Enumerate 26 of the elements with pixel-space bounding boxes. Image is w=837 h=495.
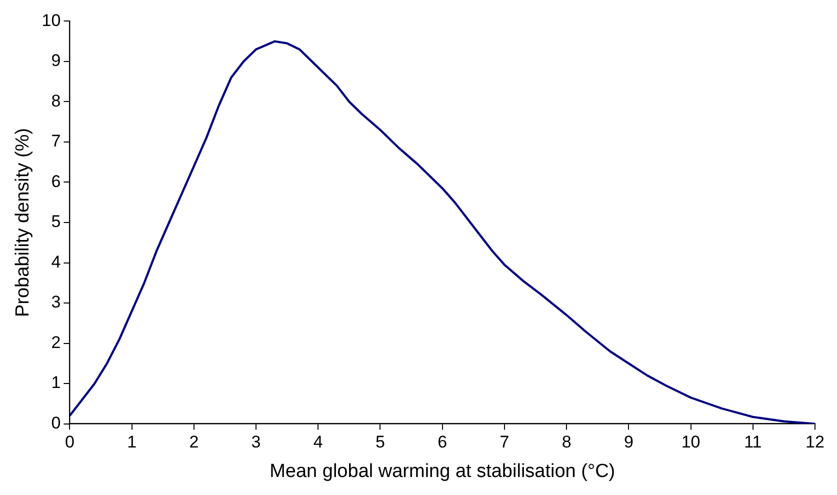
y-tick-label: 7: [51, 132, 61, 151]
y-tick-label: 3: [51, 292, 61, 312]
y-tick-label: 6: [51, 172, 61, 191]
x-tick-label: 7: [500, 432, 510, 452]
x-tick-label: 12: [806, 432, 824, 452]
x-tick-label: 5: [376, 432, 385, 452]
x-tick-label: 6: [438, 432, 448, 452]
x-tick-label: 11: [744, 432, 762, 452]
x-axis-title: Mean global warming at stabilisation (°C): [270, 460, 616, 482]
y-tick-label: 4: [51, 252, 61, 272]
x-tick-label: 1: [127, 432, 137, 452]
y-tick-label: 8: [51, 91, 61, 110]
y-tick-label: 5: [51, 212, 61, 232]
x-tick-label: 0: [64, 432, 74, 452]
x-tick-label: 9: [624, 432, 634, 452]
y-tick-label: 10: [42, 10, 61, 30]
x-tick-label: 2: [189, 432, 199, 452]
x-tick-label: 10: [681, 432, 700, 452]
x-tick-label: 4: [313, 432, 323, 452]
y-tick-label: 9: [51, 51, 61, 70]
y-tick-label: 1: [51, 373, 61, 392]
y-tick-label: 2: [51, 332, 61, 352]
x-tick-label: 3: [251, 432, 261, 452]
y-axis-title: Probability density (%): [12, 128, 34, 318]
y-tick-label: 0: [51, 413, 61, 432]
x-tick-label: 8: [562, 432, 572, 452]
